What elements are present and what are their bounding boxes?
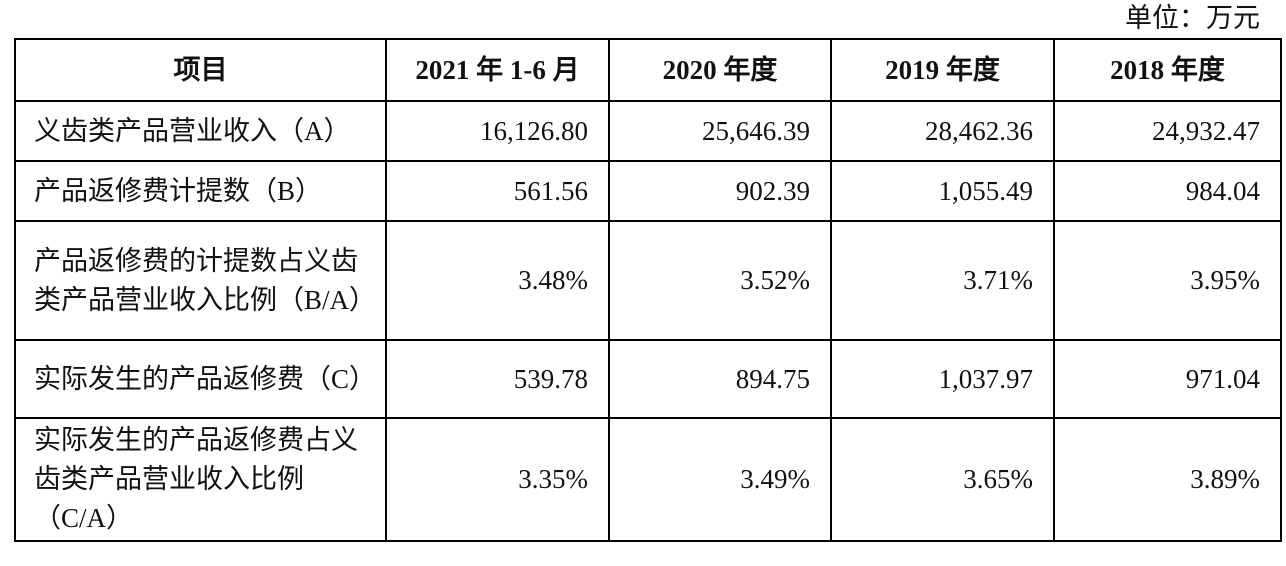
value-cell: 3.49% [608,417,832,542]
table-row: 产品返修费计提数（B） 561.56 902.39 1,055.49 984.04 [14,160,1282,222]
value-cell: 971.04 [1053,339,1282,419]
row-label: 实际发生的产品返修费（C） [14,339,387,419]
header-cell: 2021 年 1-6 月 [385,38,610,102]
table-body: 义齿类产品营业收入（A） 16,126.80 25,646.39 28,462.36 2… [14,100,1282,542]
value-cell: 25,646.39 [608,100,832,162]
data-table: 项目 2021 年 1-6 月 2020 年度 2019 年度 2018 年度 义齿类产… [14,38,1282,542]
row-label: 产品返修费的计提数占义齿类产品营业收入比例（B/A） [14,220,387,341]
value-cell: 3.52% [608,220,832,341]
header-row: 项目 2021 年 1-6 月 2020 年度 2019 年度 2018 年度 [14,38,1282,102]
row-label: 产品返修费计提数（B） [14,160,387,222]
header-cell: 项目 [14,38,387,102]
table-row: 实际发生的产品返修费（C） 539.78 894.75 1,037.97 971.04 [14,339,1282,419]
header-cell: 2018 年度 [1053,38,1282,102]
value-cell: 561.56 [385,160,610,222]
value-cell: 3.89% [1053,417,1282,542]
value-cell: 16,126.80 [385,100,610,162]
table-row: 产品返修费的计提数占义齿类产品营业收入比例（B/A） 3.48% 3.52% 3.71… [14,220,1282,341]
value-cell: 3.48% [385,220,610,341]
value-cell: 1,037.97 [830,339,1055,419]
value-cell: 24,932.47 [1053,100,1282,162]
value-cell: 3.95% [1053,220,1282,341]
row-label: 实际发生的产品返修费占义齿类产品营业收入比例（C/A） [14,417,387,542]
header-cell: 2019 年度 [830,38,1055,102]
value-cell: 3.35% [385,417,610,542]
table-row: 义齿类产品营业收入（A） 16,126.80 25,646.39 28,462.36 2… [14,100,1282,162]
value-cell: 3.71% [830,220,1055,341]
value-cell: 1,055.49 [830,160,1055,222]
value-cell: 539.78 [385,339,610,419]
row-label: 义齿类产品营业收入（A） [14,100,387,162]
unit-label: 单位：万元 [1125,3,1260,33]
value-cell: 894.75 [608,339,832,419]
value-cell: 3.65% [830,417,1055,542]
value-cell: 984.04 [1053,160,1282,222]
value-cell: 902.39 [608,160,832,222]
table-row: 实际发生的产品返修费占义齿类产品营业收入比例（C/A） 3.35% 3.49% 3.6… [14,417,1282,542]
value-cell: 28,462.36 [830,100,1055,162]
header-cell: 2020 年度 [608,38,832,102]
